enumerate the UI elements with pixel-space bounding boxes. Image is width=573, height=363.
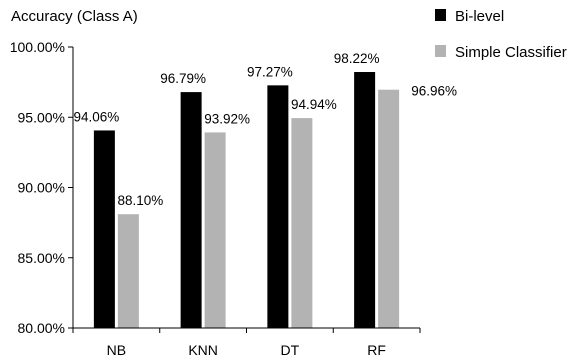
data-label-simple-classifier-knn: 93.92% (204, 111, 250, 126)
legend-label-bi-level: Bi-level (455, 8, 504, 25)
bar-bi-level-rf (354, 72, 376, 328)
y-tick-label: 80.00% (18, 320, 65, 336)
data-label-bi-level-knn: 96.79% (160, 71, 206, 86)
bar-bi-level-dt (267, 85, 289, 328)
y-axis: 80.00% 85.00% 90.00% 95.00% 100.00% (10, 39, 74, 336)
bar-bi-level-knn (180, 92, 202, 329)
x-category-label-nb: NB (107, 342, 126, 358)
bar-bi-level-nb (93, 130, 115, 328)
data-label-bi-level-rf: 98.22% (334, 51, 380, 66)
data-label-bi-level-dt: 97.27% (247, 64, 293, 79)
legend: Bi-level Simple Classifier (435, 8, 567, 61)
legend-swatch-simple-classifier (435, 45, 446, 57)
bar-simple-classifier-rf (378, 89, 400, 328)
data-label-simple-classifier-dt: 94.94% (291, 97, 337, 112)
data-label-bi-level-nb: 94.06% (73, 109, 119, 124)
y-tick-label: 100.00% (10, 39, 65, 55)
bar-simple-classifier-nb (117, 214, 139, 328)
bar-simple-classifier-knn (204, 132, 226, 328)
x-category-label-knn: KNN (188, 342, 218, 358)
legend-swatch-bi-level (435, 9, 446, 21)
bars (93, 72, 400, 329)
bar-simple-classifier-dt (291, 118, 313, 328)
y-tick-label: 95.00% (18, 109, 65, 125)
data-label-simple-classifier-rf: 96.96% (411, 84, 457, 99)
x-axis: NB KNN DT RF (72, 327, 421, 358)
x-category-label-rf: RF (367, 342, 386, 358)
legend-label-simple-classifier: Simple Classifier (455, 44, 567, 61)
data-labels: 94.06% 88.10% 96.79% 93.92% 97.27% 94.94% 98.2… (73, 51, 457, 208)
x-category-label-dt: DT (281, 342, 300, 358)
y-tick-label: 85.00% (18, 250, 65, 266)
y-tick-label: 90.00% (18, 180, 65, 196)
chart-title: Accuracy (Class A) (11, 8, 138, 25)
data-label-simple-classifier-nb: 88.10% (117, 193, 163, 208)
